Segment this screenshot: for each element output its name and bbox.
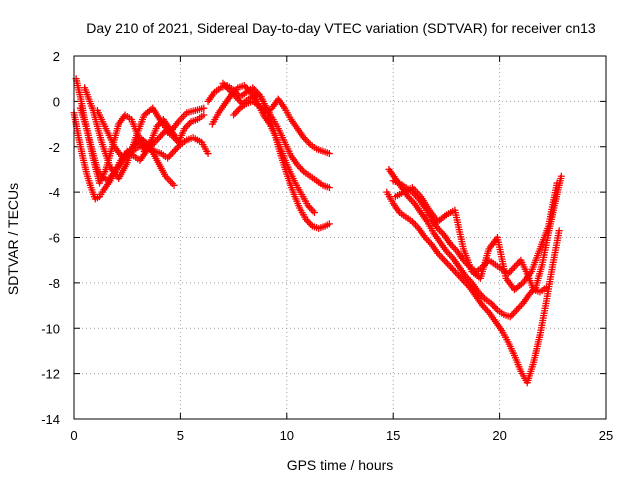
- data-point: [305, 139, 313, 147]
- series-trace-10: [383, 188, 563, 387]
- data-point: [165, 152, 173, 160]
- y-tick-label: 0: [53, 94, 60, 109]
- data-point: [509, 265, 517, 273]
- data-point: [553, 179, 561, 187]
- data-point: [439, 254, 447, 262]
- data-point: [514, 304, 522, 312]
- y-tick-label: 2: [53, 49, 60, 64]
- y-axis-label: SDTVAR / TECUs: [5, 183, 21, 295]
- data-point: [450, 244, 458, 252]
- data-point: [168, 149, 176, 157]
- data-point: [443, 260, 451, 268]
- data-point: [453, 270, 461, 278]
- data-point: [172, 134, 180, 142]
- data-point: [447, 263, 455, 271]
- data-point: [412, 221, 420, 229]
- data-point: [513, 306, 521, 314]
- y-tick-label: -4: [48, 185, 60, 200]
- data-point: [442, 258, 450, 266]
- data-point: [200, 104, 208, 112]
- data-point: [297, 164, 305, 172]
- data-point: [514, 260, 522, 268]
- series-trace-8: [204, 81, 333, 192]
- data-point: [516, 303, 524, 311]
- chart-title: Day 210 of 2021, Sidereal Day-to-day VTE…: [86, 20, 596, 36]
- data-point: [446, 251, 454, 259]
- y-tick-label: -6: [48, 231, 60, 246]
- data-point: [511, 308, 519, 316]
- x-axis-label: GPS time / hours: [287, 457, 394, 473]
- data-point: [508, 311, 516, 319]
- data-point: [492, 304, 500, 312]
- y-tick-label: -14: [41, 412, 60, 427]
- data-point: [325, 220, 333, 228]
- data-point: [303, 137, 311, 145]
- y-tick-label: -10: [41, 321, 60, 336]
- x-tick-label: 10: [280, 428, 294, 443]
- data-point: [451, 268, 459, 276]
- data-point: [325, 184, 333, 192]
- data-point: [230, 111, 238, 119]
- data-point: [233, 108, 241, 116]
- series-trace-13: [391, 179, 561, 294]
- data-point: [424, 237, 432, 245]
- data-point: [204, 150, 212, 158]
- data-point: [410, 219, 418, 227]
- data-point: [448, 265, 456, 273]
- data-point: [450, 266, 458, 274]
- data-point: [510, 263, 518, 271]
- data-point: [309, 207, 317, 215]
- data-point: [557, 172, 565, 180]
- data-point: [307, 205, 315, 213]
- data-point: [310, 209, 318, 217]
- plot-frame: [73, 55, 607, 420]
- data-point: [170, 181, 178, 189]
- data-point: [437, 228, 445, 236]
- data-point: [157, 132, 165, 140]
- series-trace-5: [93, 106, 178, 189]
- axis-ticks: 0 5 10 15 20 25 -14 -12 -10 -8 -6 -4 -2 0 2: [41, 49, 613, 443]
- data-point: [437, 253, 445, 261]
- x-tick-label: 5: [177, 428, 184, 443]
- data-point: [173, 144, 181, 152]
- data-point: [234, 106, 242, 114]
- data-point: [231, 109, 239, 117]
- data-point: [184, 121, 192, 129]
- data-point: [170, 147, 178, 155]
- y-tick-label: -2: [48, 140, 60, 155]
- data-point: [445, 261, 453, 269]
- y-tick-label: -12: [41, 367, 60, 382]
- data-points: [70, 75, 565, 387]
- x-tick-label: 0: [70, 428, 77, 443]
- data-point: [440, 256, 448, 264]
- data-point: [542, 283, 550, 291]
- data-point: [298, 166, 306, 174]
- y-tick-label: -8: [48, 276, 60, 291]
- data-point: [489, 301, 497, 309]
- data-point: [154, 135, 162, 143]
- data-point: [482, 305, 490, 313]
- data-point: [200, 111, 208, 119]
- series-trace-9: [230, 95, 333, 158]
- x-tick-label: 15: [386, 428, 400, 443]
- x-tick-label: 20: [492, 428, 506, 443]
- x-tick-label: 25: [599, 428, 613, 443]
- data-point: [506, 268, 514, 276]
- data-point: [490, 303, 498, 311]
- data-point: [305, 219, 313, 227]
- data-point: [325, 150, 333, 158]
- data-point: [555, 227, 563, 235]
